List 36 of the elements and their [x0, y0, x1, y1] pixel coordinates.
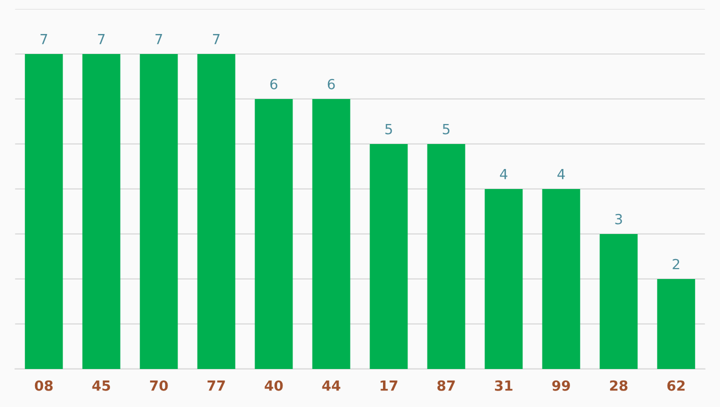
bar	[370, 144, 408, 369]
bar	[542, 188, 580, 369]
x-tick-label: 40	[264, 380, 283, 391]
bar	[600, 234, 638, 369]
x-tick-label: 99	[552, 380, 570, 391]
data-label: 7	[40, 34, 48, 44]
bar	[140, 54, 178, 369]
bar	[24, 54, 63, 369]
data-label: 5	[385, 124, 392, 134]
x-tick-label: 08	[34, 380, 53, 391]
x-tick-label: 87	[437, 380, 455, 391]
x-tick-label: 62	[667, 380, 685, 391]
x-tick-label: 28	[610, 380, 628, 391]
bar	[657, 278, 696, 369]
x-tick-label: 17	[380, 380, 398, 391]
data-label: 6	[328, 78, 335, 90]
data-label: 4	[557, 169, 565, 180]
x-tick-label: 31	[494, 380, 512, 391]
bar	[427, 144, 466, 369]
data-label: 6	[270, 78, 278, 90]
bar	[82, 54, 120, 369]
x-tick-label: 44	[322, 380, 340, 391]
data-label: 7	[213, 34, 220, 44]
bar	[312, 98, 350, 369]
bar	[197, 54, 236, 369]
x-tick-label: 70	[150, 380, 168, 391]
bar	[254, 98, 293, 369]
data-label: 7	[156, 34, 162, 44]
bar	[484, 188, 523, 369]
data-label: 4	[500, 169, 508, 180]
data-label: 5	[442, 124, 450, 134]
data-label: 7	[98, 34, 105, 44]
x-tick-label: 45	[92, 380, 110, 391]
x-tick-label: 77	[208, 380, 225, 391]
data-label: 3	[615, 214, 622, 224]
data-label: 2	[672, 258, 680, 270]
